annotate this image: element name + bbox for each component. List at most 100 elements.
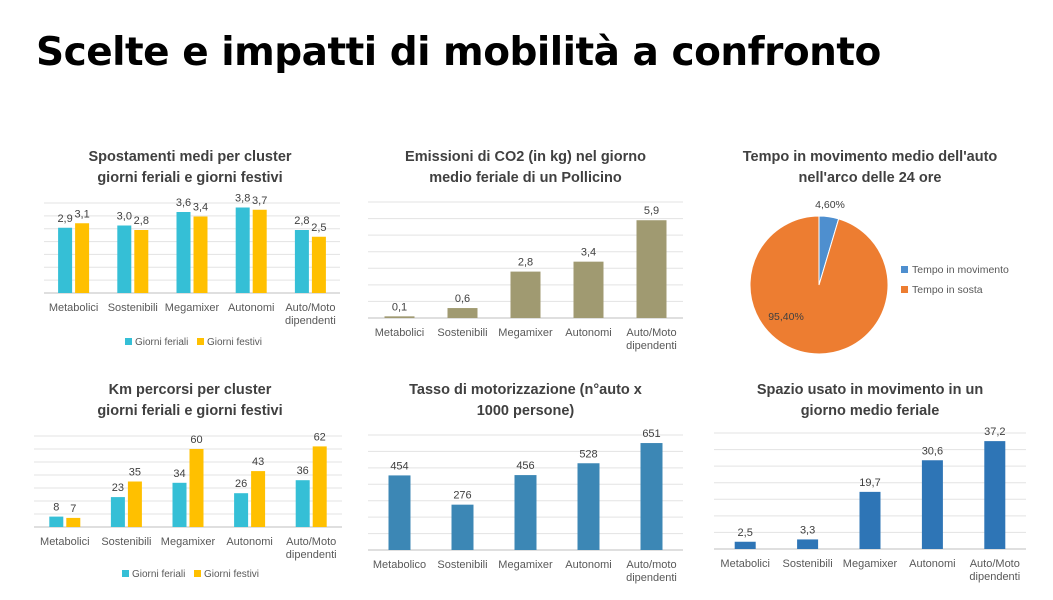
data-label: 19,7 — [859, 477, 880, 489]
chart-panel-tempo: Tempo in movimento medio dell'auto nell'… — [700, 140, 1040, 365]
data-label: 3,3 — [800, 524, 815, 536]
bar — [110, 497, 125, 527]
chart-title-line: giorni feriali e giorni festivi — [97, 170, 283, 186]
bar — [573, 261, 604, 318]
data-label: 3,6 — [176, 197, 191, 209]
data-label: 276 — [453, 490, 471, 502]
data-label: 34 — [173, 468, 185, 480]
legend-label: Tempo in sosta — [912, 284, 983, 296]
chart-panel-emissioni: Emissioni di CO2 (in kg) nel giorno medi… — [358, 140, 693, 365]
chart-title: Spazio usato in movimento in un giorno m… — [700, 380, 1040, 422]
legend-swatch — [197, 338, 204, 345]
chart-title-line: Tasso di motorizzazione (n°auto x — [409, 382, 642, 398]
legend-swatch — [901, 286, 908, 293]
data-label: 454 — [390, 460, 408, 472]
category-label: dipendenti — [285, 315, 336, 327]
category-label: dipendenti — [286, 549, 337, 561]
bar — [117, 225, 132, 293]
category-label: Sostenibili — [437, 327, 487, 339]
category-label: Metabolici — [375, 327, 425, 339]
category-label: dipendenti — [626, 572, 677, 584]
category-label: Metabolici — [49, 302, 99, 314]
data-label: 3,4 — [193, 202, 208, 214]
bar — [577, 463, 600, 550]
chart-panel-spostamenti: Spostamenti medi per cluster giorni feri… — [20, 140, 360, 365]
bar — [66, 517, 81, 527]
data-label: 3,8 — [235, 193, 250, 205]
category-label: Metabolici — [720, 558, 770, 570]
legend-label: Giorni festivi — [204, 569, 259, 580]
chart-title-line: giorni feriali e giorni festivi — [97, 403, 283, 419]
category-label: Autonomi — [909, 558, 955, 570]
data-label: 26 — [235, 478, 247, 490]
data-label: 95,40% — [768, 311, 804, 323]
data-label: 456 — [516, 460, 534, 472]
data-label: 2,8 — [134, 215, 149, 227]
bar — [172, 482, 187, 527]
legend-label: Tempo in movimento — [912, 264, 1009, 276]
bar — [921, 460, 943, 549]
category-label: Megamixer — [161, 536, 216, 548]
category-label: dipendenti — [626, 340, 677, 352]
data-label: 7 — [70, 503, 76, 515]
data-label: 23 — [112, 482, 124, 494]
data-label: 2,9 — [57, 213, 72, 225]
data-label: 30,6 — [922, 445, 943, 457]
bar — [189, 449, 204, 527]
chart-title: Km percorsi per cluster giorni feriali e… — [20, 380, 360, 422]
chart-panel-km: Km percorsi per cluster giorni feriali e… — [20, 374, 360, 596]
chart-km: 8 7 Metabolici 23 35 Sostenibili 34 60 Megamixer… — [34, 431, 342, 580]
category-label: Auto/Moto — [286, 536, 336, 548]
data-label: 0,1 — [392, 301, 407, 313]
chart-title-line: Km percorsi per cluster — [108, 382, 272, 398]
data-label: 2,5 — [311, 222, 326, 234]
bar — [251, 471, 266, 527]
bar — [58, 227, 73, 293]
bar — [234, 493, 249, 527]
category-label: dipendenti — [969, 571, 1020, 583]
bar — [636, 220, 667, 318]
chart-title-line: nell'arco delle 24 ore — [798, 170, 942, 186]
chart-title: Tasso di motorizzazione (n°auto x 1000 p… — [358, 380, 693, 422]
chart-emissioni: 0,1 Metabolici 0,6 Sostenibili 2,8 Megamixer 3… — [368, 201, 683, 352]
data-label: 35 — [129, 467, 141, 479]
data-label: 3,7 — [252, 195, 267, 207]
chart-tasso: 454 Metabolico 276 Sostenibili 456 Megamixer 5… — [368, 428, 683, 584]
data-label: 2,8 — [294, 215, 309, 227]
bar — [734, 541, 756, 549]
chart-title-line: Tempo in movimento medio dell'auto — [742, 149, 998, 165]
bar — [859, 491, 881, 549]
chart-title-line: giorno medio feriale — [800, 403, 940, 419]
data-label: 0,6 — [455, 293, 470, 305]
category-label: Metabolico — [373, 559, 426, 571]
bar — [311, 236, 326, 293]
bar — [312, 446, 327, 527]
bar — [447, 308, 478, 318]
category-label: Megamixer — [498, 559, 553, 571]
data-label: 60 — [190, 434, 202, 446]
bar — [252, 209, 267, 293]
data-label: 37,2 — [984, 426, 1005, 438]
category-label: Sostenibili — [101, 536, 151, 548]
bar — [295, 480, 310, 527]
category-label: Sostenibili — [108, 302, 158, 314]
legend-swatch — [122, 570, 129, 577]
chart-title: Spostamenti medi per cluster giorni feri… — [20, 147, 360, 189]
chart-panel-spazio: Spazio usato in movimento in un giorno m… — [700, 374, 1040, 596]
chart-title: Tempo in movimento medio dell'auto nell'… — [700, 147, 1040, 189]
legend-label: Giorni feriali — [132, 569, 185, 580]
bar — [384, 316, 415, 318]
category-label: Auto/Moto — [626, 327, 676, 339]
category-label: Autonomi — [228, 302, 274, 314]
category-label: Auto/Moto — [970, 558, 1020, 570]
data-label: 43 — [252, 456, 264, 468]
chart-tempo: 4,60% 95,40% Tempo in movimento Tempo in so… — [749, 199, 1009, 355]
legend-swatch — [194, 570, 201, 577]
chart-title-line: Emissioni di CO2 (in kg) nel giorno — [405, 149, 646, 165]
chart-title-line: Spostamenti medi per cluster — [88, 149, 292, 165]
legend-swatch — [901, 266, 908, 273]
bar — [797, 539, 819, 549]
data-label: 4,60% — [815, 199, 845, 211]
data-label: 2,8 — [518, 257, 533, 269]
